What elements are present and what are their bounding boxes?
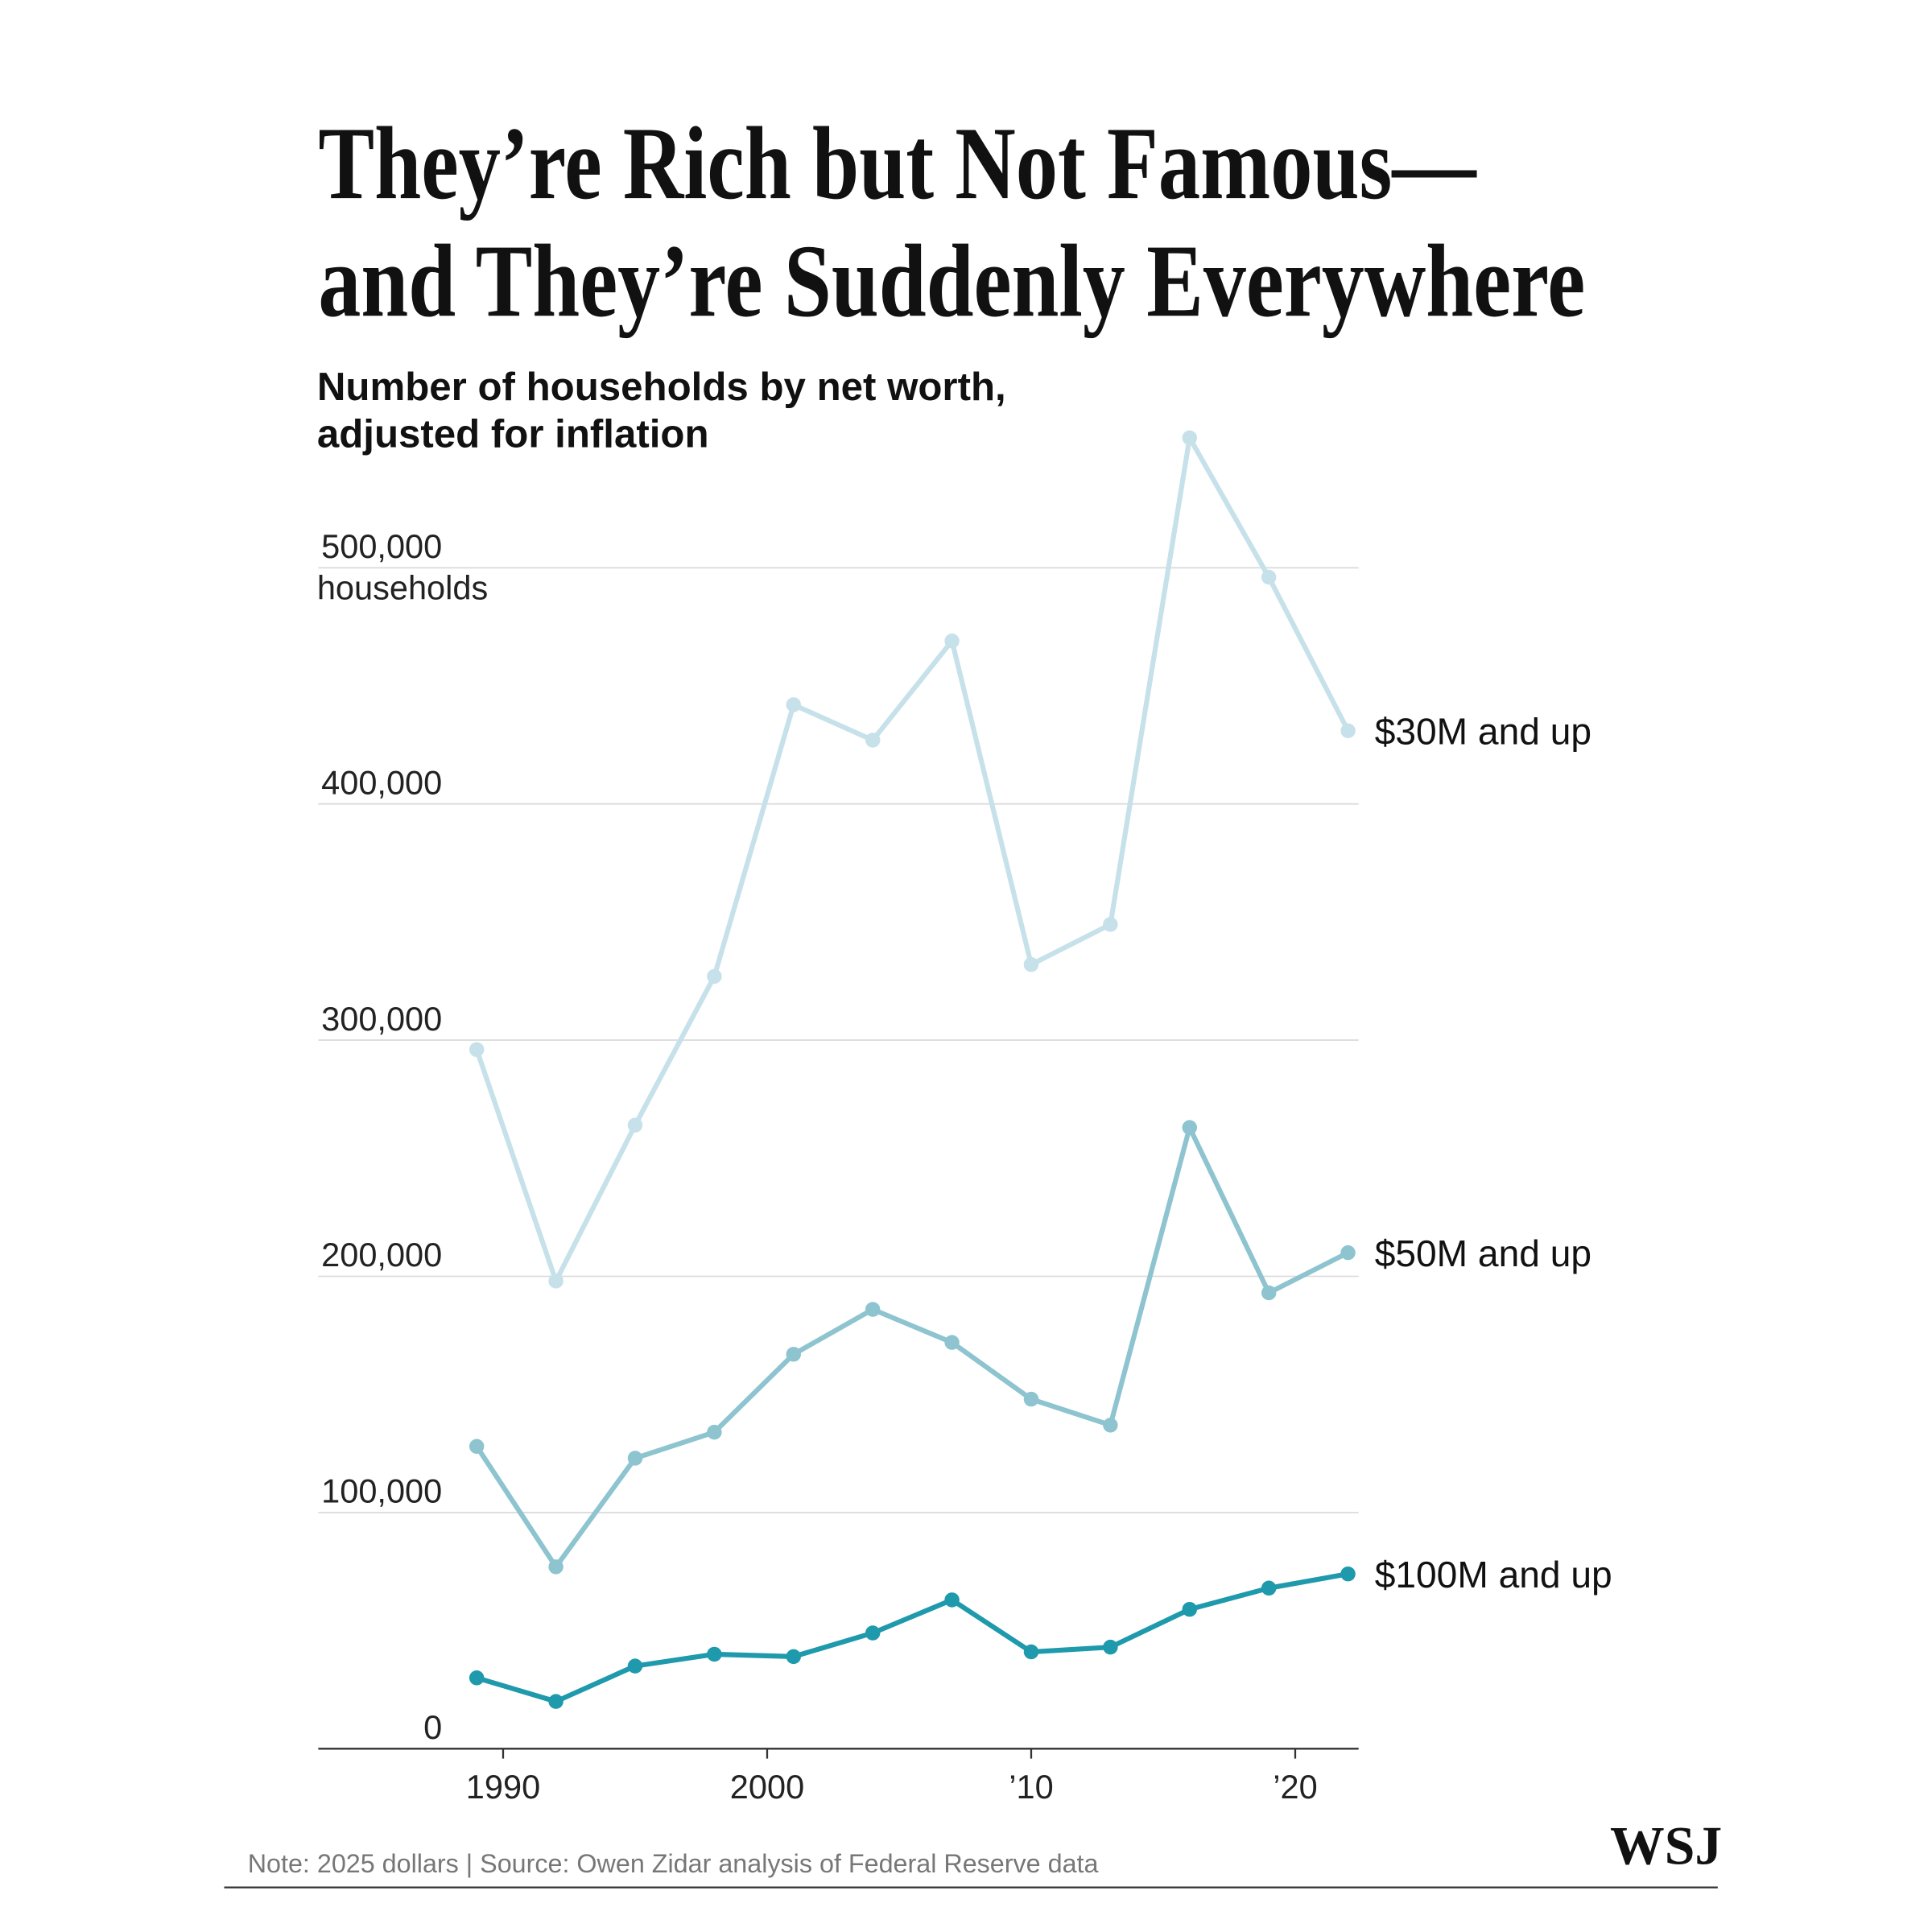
data-point: [627, 1451, 643, 1466]
data-point: [707, 1646, 722, 1662]
subtitle: Number of households by net worth,: [317, 365, 1006, 409]
data-point: [865, 1625, 881, 1641]
data-point: [1103, 1418, 1118, 1433]
data-point: [548, 1694, 564, 1709]
data-point: [627, 1658, 643, 1674]
x-tick-label: 1990: [466, 1768, 540, 1806]
data-point: [786, 697, 802, 712]
x-tick-label: 2000: [730, 1768, 804, 1806]
series-label: $50M and up: [1375, 1232, 1591, 1274]
data-point: [469, 1042, 485, 1058]
x-tick-label: ’20: [1273, 1768, 1317, 1806]
data-point: [707, 968, 722, 985]
series-label: $100M and up: [1375, 1554, 1612, 1596]
series-label: $30M and up: [1375, 711, 1591, 753]
data-point: [1261, 1580, 1277, 1596]
logo: WSJ: [1610, 1815, 1722, 1876]
y-tick-label: 300,000: [321, 1000, 442, 1038]
data-point: [1261, 569, 1277, 585]
chart-title: and They’re Suddenly Everywhere: [318, 223, 1585, 338]
data-point: [1182, 430, 1198, 446]
data-point: [1023, 1391, 1039, 1407]
data-point: [1261, 1285, 1277, 1301]
data-point: [786, 1347, 802, 1362]
note: Note: 2025 dollars | Source: Owen Zidar …: [248, 1849, 1099, 1878]
data-point: [944, 1335, 960, 1350]
series-line: [476, 1571, 1349, 1704]
data-point: [1023, 1644, 1039, 1660]
y-unit-label: households: [317, 569, 488, 607]
data-point: [548, 1274, 564, 1289]
data-point: [1103, 1639, 1118, 1655]
data-point: [707, 1424, 722, 1440]
data-point: [548, 1559, 564, 1575]
y-tick-label: 100,000: [321, 1472, 442, 1510]
chart-title: They’re Rich but Not Famous—: [318, 105, 1477, 221]
data-point: [1340, 1566, 1356, 1582]
data-point: [865, 1302, 881, 1317]
data-point: [786, 1649, 802, 1665]
data-point: [469, 1439, 485, 1454]
x-tick-label: ’10: [1009, 1768, 1053, 1806]
y-tick-label: 400,000: [321, 763, 442, 801]
data-point: [1103, 917, 1118, 932]
data-point: [1182, 1120, 1198, 1135]
y-tick-label: 200,000: [321, 1236, 442, 1274]
data-point: [627, 1117, 643, 1133]
data-point: [944, 1592, 960, 1608]
data-point: [944, 634, 960, 649]
data-point: [1182, 1601, 1198, 1617]
y-tick-label: 0: [423, 1708, 442, 1746]
series-line: [474, 435, 1351, 1284]
data-point: [1340, 1245, 1356, 1261]
data-point: [865, 733, 881, 748]
data-point: [1340, 723, 1356, 738]
subtitle: adjusted for inflation: [317, 411, 709, 456]
y-tick-label: 500,000: [321, 527, 442, 565]
data-point: [1023, 956, 1039, 972]
series-line: [474, 1125, 1349, 1570]
data-point: [469, 1670, 485, 1686]
